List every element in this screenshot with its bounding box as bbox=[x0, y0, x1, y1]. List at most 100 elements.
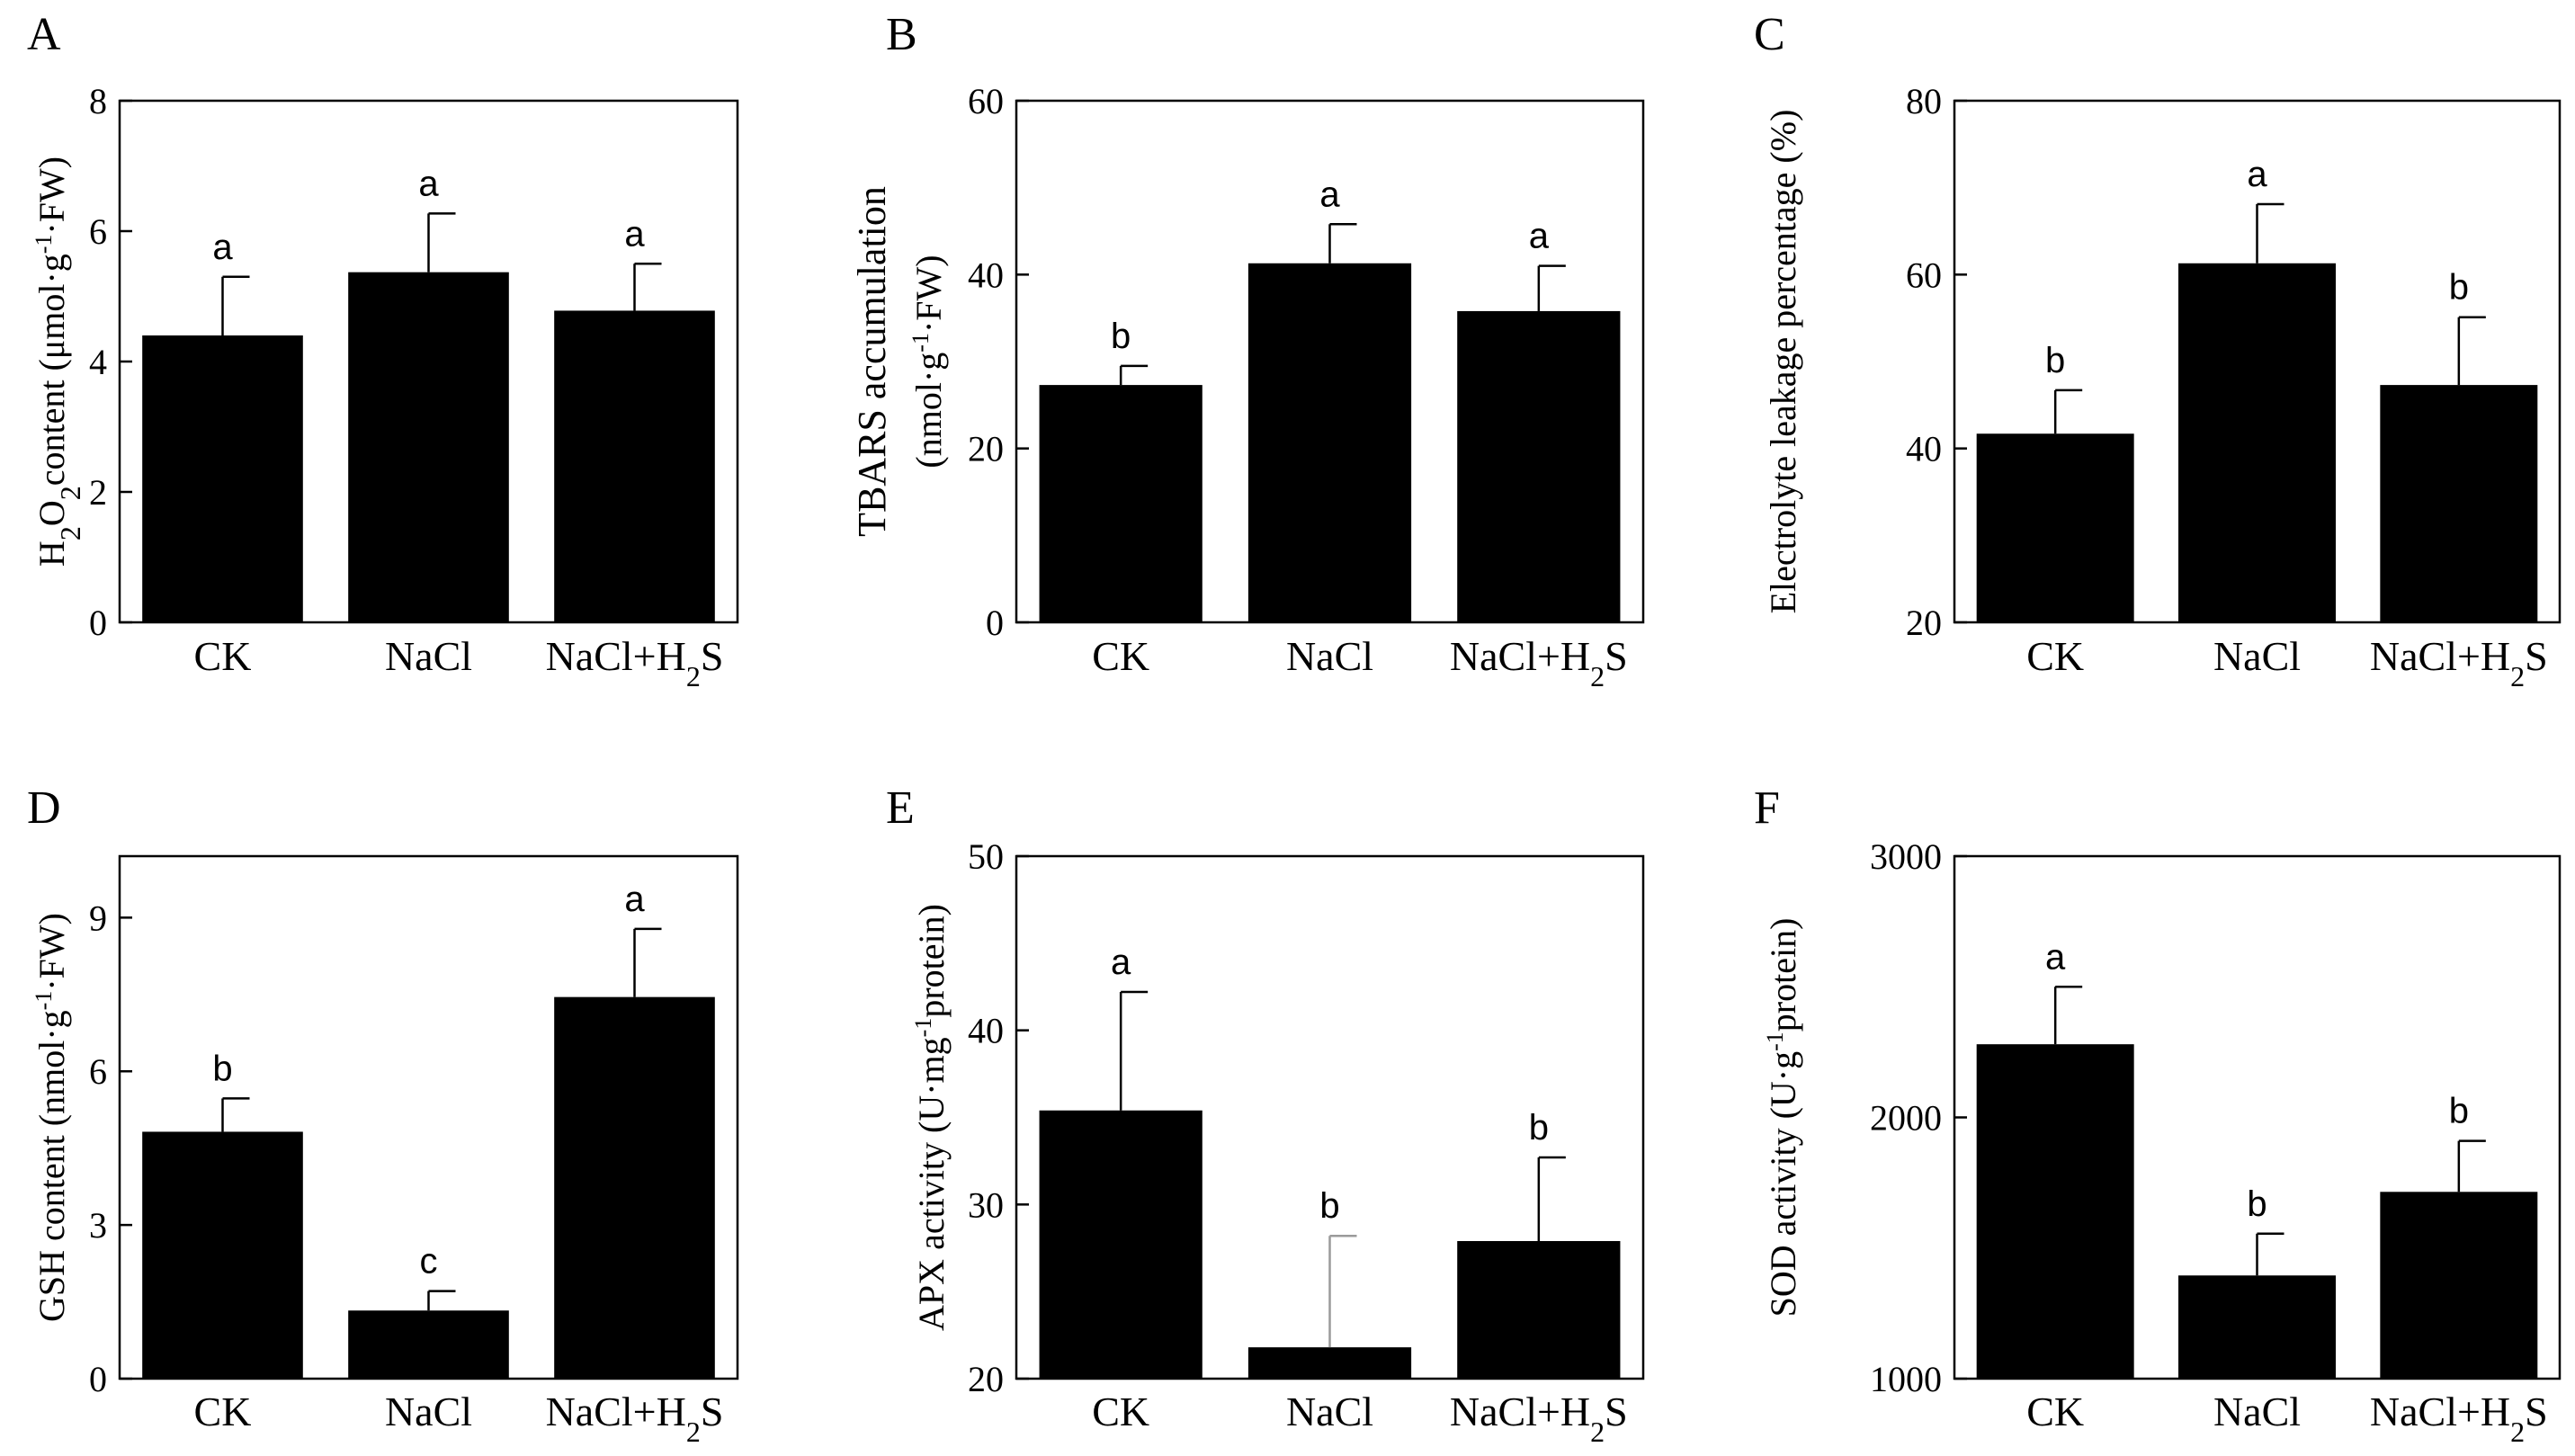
y-axis-label-part: APX activity (U·mg bbox=[911, 1037, 952, 1331]
x-tick-label: NaCl bbox=[1286, 1389, 1373, 1434]
y-tick-label: 2000 bbox=[1870, 1098, 1942, 1139]
y-axis-label: Electrolyte leakage percentage (%) bbox=[1763, 110, 1803, 614]
y-axis-label-part: SOD activity (U·g bbox=[1763, 1051, 1803, 1318]
x-tick-label-part: NaCl+H bbox=[1450, 633, 1590, 679]
x-tick-label-part: 2 bbox=[2510, 1416, 2525, 1448]
y-axis-label-part: -1 bbox=[910, 1018, 936, 1038]
y-axis-label: TBARS accumulation bbox=[850, 186, 894, 537]
y-axis-label-units-part: ·FW) bbox=[908, 255, 949, 333]
significance-letter: b bbox=[1111, 317, 1131, 356]
y-axis-label-units-part: -1 bbox=[908, 333, 934, 353]
x-tick-label: NaCl+H2S bbox=[546, 1389, 724, 1448]
bar bbox=[1247, 263, 1412, 622]
bar bbox=[554, 996, 715, 1379]
bar bbox=[2380, 385, 2538, 622]
y-tick-label: 20 bbox=[1906, 603, 1942, 643]
significance-letter: a bbox=[1319, 174, 1340, 214]
panel-label: A bbox=[27, 9, 61, 60]
y-axis-label-part: -1 bbox=[1762, 1032, 1788, 1051]
x-tick-label: CK bbox=[194, 1389, 252, 1434]
y-tick-label: 40 bbox=[968, 255, 1004, 295]
bar bbox=[1976, 433, 2134, 622]
y-axis-label-units-part: (nmol·g bbox=[908, 353, 949, 469]
bar bbox=[1039, 1110, 1203, 1379]
significance-letter: a bbox=[2247, 155, 2267, 194]
bar bbox=[1976, 1044, 2134, 1379]
y-tick-label: 6 bbox=[89, 211, 107, 252]
significance-letter: a bbox=[212, 228, 233, 267]
panel-label: C bbox=[1754, 9, 1785, 60]
x-tick-label: CK bbox=[194, 633, 252, 679]
x-tick-label: CK bbox=[2026, 1389, 2084, 1434]
y-tick-label: 40 bbox=[1906, 429, 1942, 469]
y-axis-label-part: 2 bbox=[54, 526, 86, 540]
x-tick-label: NaCl+H2S bbox=[2370, 633, 2548, 692]
x-tick-label-part: NaCl+H bbox=[2370, 1389, 2510, 1434]
y-tick-label: 3000 bbox=[1870, 836, 1942, 877]
y-axis-label: APX activity (U·mg-1protein) bbox=[910, 904, 952, 1331]
significance-letter: a bbox=[624, 880, 645, 919]
y-tick-label: 20 bbox=[968, 1359, 1004, 1399]
panel-b: B 0 20 40 60 TBARS accumulation (nmol·g-1·FW) b… bbox=[850, 9, 1645, 692]
x-tick-label-part: S bbox=[701, 1389, 724, 1434]
y-axis-label-part: GSH content (nmol·g bbox=[31, 1010, 72, 1322]
y-tick-label: 6 bbox=[89, 1051, 107, 1092]
y-axis-label: GSH content (nmol·g-1·FW) bbox=[31, 913, 73, 1322]
bar bbox=[2380, 1192, 2538, 1379]
significance-letter: b bbox=[2449, 1092, 2469, 1131]
y-tick-label: 2 bbox=[89, 472, 107, 513]
panel-label: D bbox=[27, 782, 61, 834]
panel-f: F 1000 2000 3000 SOD activity (U·g-1protein)… bbox=[1754, 782, 2562, 1448]
significance-letter: a bbox=[418, 164, 439, 203]
y-tick-label: 3 bbox=[89, 1205, 107, 1246]
significance-letter: b bbox=[2247, 1184, 2267, 1224]
y-tick-label: 20 bbox=[968, 429, 1004, 469]
bar bbox=[2178, 1275, 2336, 1379]
significance-letter: a bbox=[1111, 942, 1131, 982]
y-tick-label: 9 bbox=[89, 898, 107, 938]
panel-e: E 20 30 40 50 APX activity (U·mg-1protein) a CK… bbox=[886, 782, 1645, 1448]
x-tick-label-part: 2 bbox=[1590, 660, 1605, 692]
x-tick-label: NaCl bbox=[385, 1389, 472, 1434]
x-tick-label-part: 2 bbox=[686, 1416, 701, 1448]
y-axis-label-part: protein) bbox=[1763, 918, 1803, 1032]
x-tick-label: NaCl bbox=[385, 633, 472, 679]
x-tick-label-part: 2 bbox=[2510, 660, 2525, 692]
y-tick-label: 8 bbox=[89, 81, 107, 121]
y-tick-label: 1000 bbox=[1870, 1359, 1942, 1399]
x-tick-label-part: NaCl+H bbox=[546, 633, 686, 679]
x-tick-label-part: S bbox=[2525, 1389, 2548, 1434]
y-axis-label-part: Electrolyte leakage percentage (%) bbox=[1763, 110, 1803, 614]
y-tick-label: 0 bbox=[986, 603, 1004, 643]
y-axis-label-part: protein) bbox=[911, 904, 952, 1018]
x-tick-label: NaCl bbox=[1286, 633, 1373, 679]
bar bbox=[1247, 1347, 1412, 1379]
significance-letter: b bbox=[1529, 1108, 1549, 1148]
x-tick-label: CK bbox=[1092, 1389, 1149, 1434]
x-tick-label-part: S bbox=[701, 633, 724, 679]
bar bbox=[1457, 1241, 1621, 1379]
y-axis-label-part: H bbox=[31, 540, 72, 567]
significance-letter: a bbox=[624, 214, 645, 254]
x-tick-label-part: S bbox=[1605, 633, 1628, 679]
x-tick-label-part: NaCl+H bbox=[1450, 1389, 1590, 1434]
x-tick-label: NaCl bbox=[2213, 1389, 2301, 1434]
y-tick-label: 50 bbox=[968, 836, 1004, 877]
y-tick-label: 30 bbox=[968, 1184, 1004, 1225]
y-axis-label-part: TBARS accumulation bbox=[850, 186, 894, 537]
y-tick-label: 0 bbox=[89, 1359, 107, 1399]
y-tick-label: 4 bbox=[89, 342, 107, 382]
y-axis-label: SOD activity (U·g-1protein) bbox=[1762, 918, 1804, 1318]
panel-c: C 20 40 60 80 Electrolyte leakage percentage … bbox=[1754, 9, 2562, 692]
panel-label: B bbox=[886, 9, 917, 60]
x-tick-label-part: 2 bbox=[1590, 1416, 1605, 1448]
y-axis-label-part: content (μmol·g bbox=[31, 254, 72, 486]
bar bbox=[348, 272, 509, 622]
bar bbox=[1039, 385, 1203, 622]
y-tick-label: 0 bbox=[89, 603, 107, 643]
x-tick-label: NaCl+H2S bbox=[2370, 1389, 2548, 1448]
y-axis-label-part: -1 bbox=[31, 991, 57, 1011]
bar bbox=[142, 335, 303, 622]
bar bbox=[1457, 310, 1621, 622]
